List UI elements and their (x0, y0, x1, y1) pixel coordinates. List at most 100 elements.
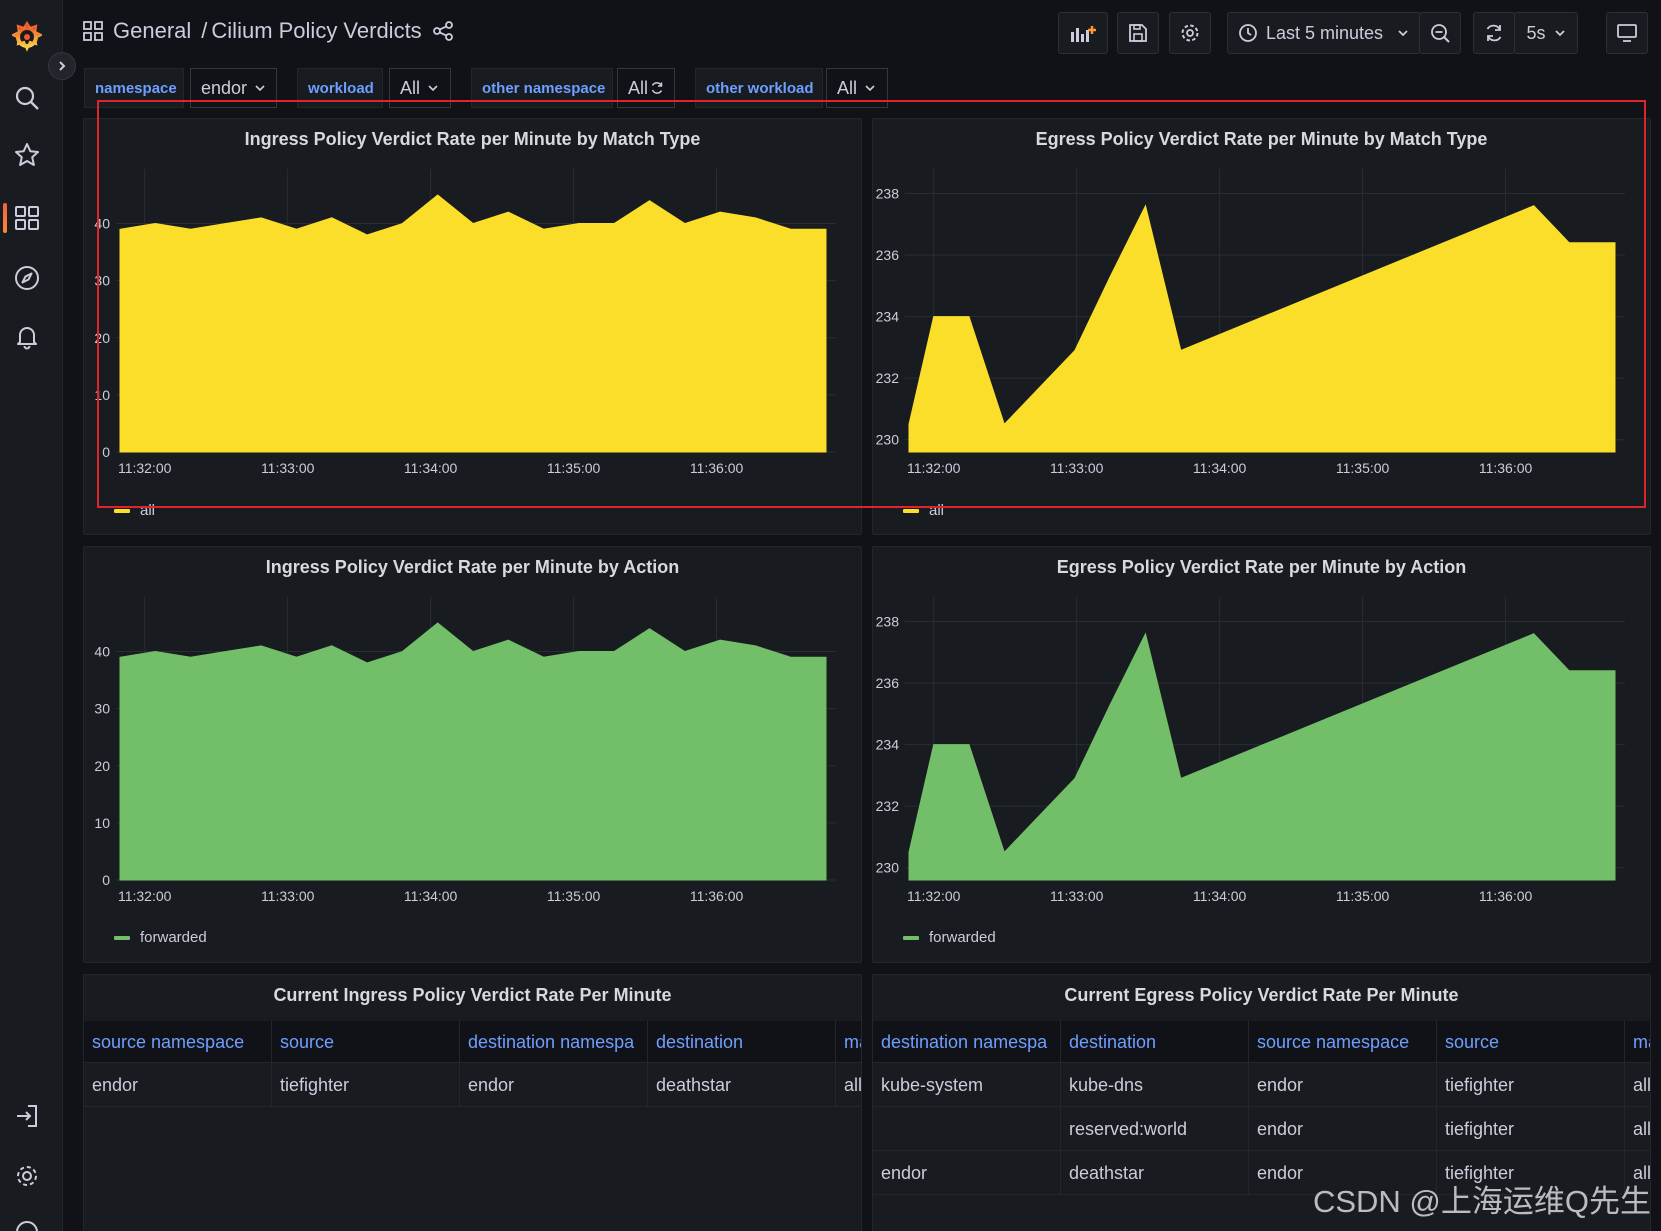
column-header[interactable]: source namespace (84, 1021, 272, 1063)
x-tick-label: 11:32:00 (118, 460, 172, 476)
column-header[interactable]: destination (648, 1021, 836, 1063)
x-tick-label: 11:33:00 (261, 888, 315, 904)
breadcrumb-folder[interactable]: General (113, 18, 192, 43)
y-tick-label: 230 (876, 432, 900, 448)
chevron-down-icon (1554, 30, 1565, 37)
refresh-icon (1486, 24, 1502, 42)
y-tick-label: 10 (94, 815, 110, 831)
variable-label-workload: workload (297, 68, 383, 108)
grafana-logo-icon[interactable] (11, 20, 43, 52)
column-header[interactable]: ma (844, 1032, 861, 1052)
y-tick-label: 20 (94, 758, 110, 774)
series-area-all (119, 194, 827, 453)
sign-in-icon[interactable] (11, 1100, 43, 1132)
explore-compass-icon[interactable] (11, 262, 43, 294)
x-tick-label: 11:32:00 (118, 888, 172, 904)
chart-legend[interactable]: forwarded (903, 929, 996, 946)
table-row: kube-system kube-dns endor tiefighter al… (873, 1063, 1650, 1107)
column-header[interactable]: ma (1633, 1032, 1650, 1052)
x-tick-label: 11:36:00 (1479, 888, 1533, 904)
column-header[interactable]: destination (1061, 1021, 1249, 1063)
starred-icon[interactable] (11, 139, 43, 171)
table-header: source namespace source destination name… (84, 1021, 861, 1063)
x-tick-label: 11:36:00 (1479, 460, 1533, 476)
search-icon[interactable] (11, 82, 43, 114)
dashboard-settings-button[interactable] (1169, 12, 1211, 54)
refresh-interval-label: 5s (1526, 22, 1546, 43)
watermark: CSDN @上海运维Q先生 (1312, 1184, 1651, 1219)
chart-egress-match-type: 230 232 234 236 238 11:32:00 11:33:00 11:34:00 1… (876, 169, 1625, 476)
table-cell: endor (873, 1151, 1061, 1195)
table-cell: kube-dns (1061, 1063, 1249, 1107)
y-tick-label: 236 (876, 675, 900, 691)
share-icon[interactable] (432, 20, 454, 42)
variable-label-namespace: namespace (84, 68, 184, 108)
configuration-gear-icon[interactable] (11, 1160, 43, 1192)
table-header: destination namespa destination source n… (873, 1021, 1650, 1063)
panel-title: Ingress Policy Verdict Rate per Minute b… (265, 557, 680, 577)
alerting-bell-icon[interactable] (11, 321, 43, 353)
legend-label: forwarded (140, 929, 207, 946)
y-tick-label: 20 (94, 330, 110, 346)
table-cell: deathstar (648, 1063, 836, 1107)
panel-ingress-action[interactable]: Ingress Policy Verdict Rate per Minute b… (83, 546, 862, 963)
chevron-down-icon (865, 85, 875, 92)
x-tick-label: 11:35:00 (1336, 888, 1390, 904)
legend-swatch (903, 508, 919, 513)
dashboard-title[interactable]: Cilium Policy Verdicts (211, 18, 422, 43)
table-row: endor deathstar endor tiefighter all (873, 1151, 1650, 1195)
column-header[interactable]: source namespace (1249, 1021, 1437, 1063)
cycle-view-mode-button[interactable] (1606, 12, 1648, 54)
panel-ingress-match-type[interactable]: Ingress Policy Verdict Rate per Minute b… (83, 118, 862, 535)
dashboard-grid-icon (83, 21, 103, 41)
table-cell: tiefighter (1437, 1063, 1625, 1107)
y-tick-label: 234 (876, 737, 900, 753)
y-tick-label: 40 (94, 644, 110, 660)
refresh-interval-picker[interactable]: 5s (1514, 12, 1578, 54)
variable-value: endor (201, 77, 248, 98)
table-cell: endor (1249, 1063, 1437, 1107)
column-header[interactable]: source (1437, 1021, 1625, 1063)
y-tick-label: 30 (94, 273, 110, 289)
egress-table: destination namespa destination source n… (873, 1021, 1650, 1195)
chart-legend[interactable]: forwarded (114, 929, 207, 946)
column-header[interactable]: source (272, 1021, 460, 1063)
panel-title: Current Ingress Policy Verdict Rate Per … (273, 985, 672, 1005)
chart-legend[interactable]: all (903, 502, 944, 519)
variable-label-other-workload: other workload (695, 68, 823, 108)
y-tick-label: 232 (876, 370, 900, 386)
series-area-forwarded (119, 622, 827, 881)
y-tick-label: 234 (876, 309, 900, 325)
table-cell: endor (1249, 1107, 1437, 1151)
time-range-picker[interactable]: Last 5 minutes (1227, 12, 1420, 54)
refresh-button[interactable] (1473, 12, 1515, 54)
zoom-out-icon (1431, 24, 1450, 43)
legend-label: all (140, 502, 156, 519)
dashboards-icon[interactable] (11, 202, 43, 234)
table-cell: tiefighter (272, 1063, 460, 1107)
add-panel-button[interactable] (1058, 12, 1108, 54)
table-cell: endor (460, 1063, 648, 1107)
column-header[interactable]: destination namespa (460, 1021, 648, 1063)
help-icon[interactable] (11, 1216, 43, 1231)
variable-select-workload[interactable]: All (389, 68, 451, 108)
panel-ingress-table: Current Ingress Policy Verdict Rate Per … (83, 974, 862, 1231)
save-dashboard-button[interactable] (1117, 12, 1159, 54)
variable-select-namespace[interactable]: endor (190, 68, 277, 108)
panel-egress-action[interactable]: Egress Policy Verdict Rate per Minute by… (872, 546, 1651, 963)
sidebar-expand-button[interactable] (48, 52, 76, 80)
variable-select-other-workload[interactable]: All (826, 68, 888, 108)
table-cell: deathstar (1061, 1151, 1249, 1195)
x-tick-label: 11:32:00 (907, 888, 961, 904)
panel-egress-match-type[interactable]: Egress Policy Verdict Rate per Minute by… (872, 118, 1651, 535)
legend-swatch (114, 508, 130, 513)
x-tick-label: 11:33:00 (261, 460, 315, 476)
column-header[interactable]: destination namespa (873, 1021, 1061, 1063)
x-tick-label: 11:33:00 (1050, 888, 1104, 904)
panel-egress-table: Current Egress Policy Verdict Rate Per M… (872, 974, 1651, 1231)
zoom-out-button[interactable] (1419, 12, 1461, 54)
chart-legend[interactable]: all (114, 502, 155, 519)
x-tick-label: 11:33:00 (1050, 460, 1104, 476)
chart-egress-action: 230 232 234 236 238 11:32:00 11:33:00 11:34:00 1… (876, 597, 1625, 904)
variable-select-other-namespace[interactable]: All (617, 68, 675, 108)
